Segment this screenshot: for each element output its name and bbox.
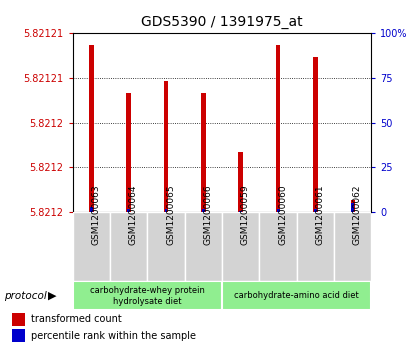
Title: GDS5390 / 1391975_at: GDS5390 / 1391975_at (141, 15, 303, 29)
Bar (351, 200, 355, 212)
Text: transformed count: transformed count (31, 314, 122, 325)
Bar (239, 152, 243, 212)
Bar (201, 93, 205, 212)
Bar (351, 203, 354, 212)
Text: percentile rank within the sample: percentile rank within the sample (31, 331, 196, 341)
FancyBboxPatch shape (259, 212, 297, 281)
Text: GSM1200065: GSM1200065 (166, 184, 175, 245)
Text: protocol: protocol (4, 291, 47, 301)
Text: GSM1200064: GSM1200064 (129, 184, 138, 245)
FancyBboxPatch shape (185, 212, 222, 281)
Text: carbohydrate-amino acid diet: carbohydrate-amino acid diet (234, 291, 359, 300)
FancyBboxPatch shape (147, 212, 185, 281)
Bar (276, 209, 280, 212)
Text: GSM1200060: GSM1200060 (278, 184, 287, 245)
FancyBboxPatch shape (73, 281, 222, 310)
FancyBboxPatch shape (222, 281, 371, 310)
Bar (164, 209, 168, 212)
Text: GSM1200061: GSM1200061 (315, 184, 325, 245)
FancyBboxPatch shape (297, 212, 334, 281)
Text: GSM1200063: GSM1200063 (91, 184, 100, 245)
Text: carbohydrate-whey protein
hydrolysate diet: carbohydrate-whey protein hydrolysate di… (90, 286, 205, 306)
Text: GSM1200066: GSM1200066 (203, 184, 212, 245)
Text: GSM1200062: GSM1200062 (353, 184, 362, 245)
Bar (314, 209, 317, 212)
Bar (89, 45, 93, 212)
Bar (164, 81, 168, 212)
Bar (276, 45, 280, 212)
Bar (313, 57, 317, 212)
FancyBboxPatch shape (110, 212, 147, 281)
Text: ▶: ▶ (48, 291, 56, 301)
Bar (127, 209, 130, 212)
Bar (202, 209, 205, 212)
FancyBboxPatch shape (334, 212, 371, 281)
FancyBboxPatch shape (73, 212, 110, 281)
Bar (239, 211, 242, 212)
FancyBboxPatch shape (222, 212, 259, 281)
Text: GSM1200059: GSM1200059 (241, 184, 250, 245)
Bar (90, 207, 93, 212)
Bar (127, 93, 131, 212)
